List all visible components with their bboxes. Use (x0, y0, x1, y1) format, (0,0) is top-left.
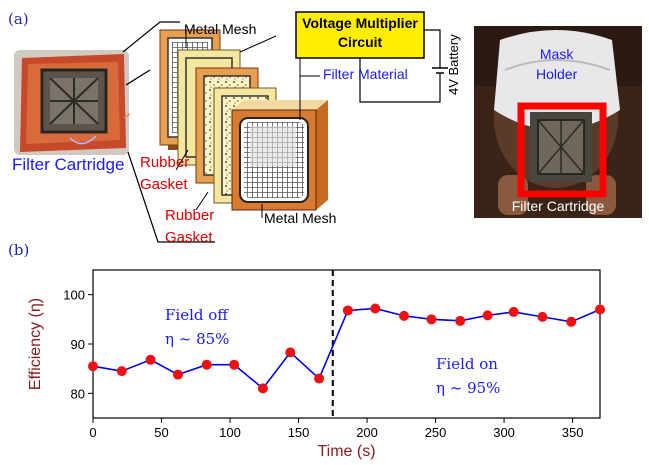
annotation-field-off-line-1: Field off (165, 306, 228, 324)
efficiency-point (399, 310, 410, 321)
voltage-line-1: Voltage Multiplier (302, 15, 418, 31)
mask-holder-line-2: Holder (536, 66, 578, 82)
voltage-multiplier-label: Voltage Multiplier Circuit (296, 14, 424, 52)
y-tick-label: 100 (63, 288, 85, 303)
efficiency-point (145, 354, 156, 365)
efficiency-point (537, 311, 548, 322)
efficiency-point (595, 304, 605, 315)
battery-icon (359, 29, 448, 103)
efficiency-point (201, 359, 212, 370)
y-tick-label: 80 (71, 386, 85, 401)
efficiency-chart: 0 50 100 150 200 250 300 350 80 90 100 Time (s) Effi… (27, 269, 605, 460)
efficiency-point (426, 314, 437, 325)
mask-photo (474, 26, 642, 218)
metal-mesh-top-label: Metal Mesh (184, 21, 257, 37)
battery-label: 4V Battery (446, 34, 461, 95)
mask-holder-label: Mask Holder (536, 44, 577, 84)
efficiency-point (229, 359, 240, 370)
x-tick-label: 150 (288, 425, 310, 440)
panel-b-label: (b) (8, 241, 30, 259)
annotation-field-on-line-1: Field on (436, 355, 498, 373)
rubber-gasket-2-line-1: Rubber (165, 207, 215, 224)
annotation-field-on-line-2: η ~ 95% (436, 379, 501, 397)
annotation-field-off: Field off η ~ 85% (165, 303, 229, 351)
rubber-gasket-1-line-1: Rubber (140, 154, 190, 171)
efficiency-point (116, 366, 127, 377)
panel-a-label: (a) (8, 10, 29, 28)
photo-filter-cartridge-label: Filter Cartridge (511, 198, 605, 214)
rubber-gasket-2-label: Rubber Gasket (165, 205, 214, 249)
mask-holder-line-1: Mask (539, 46, 574, 62)
x-tick-label: 100 (219, 425, 241, 440)
rubber-gasket-1-label: Rubber Gasket (140, 152, 189, 196)
efficiency-point (257, 383, 268, 394)
x-tick-label: 0 (89, 425, 96, 440)
voltage-line-2: Circuit (337, 34, 383, 50)
x-tick-label: 350 (562, 425, 584, 440)
filter-material-label: Filter Material (323, 66, 408, 82)
y-tick-label: 90 (71, 337, 85, 352)
panel-a-diagram (14, 11, 642, 243)
efficiency-point (566, 316, 577, 327)
x-tick-label: 250 (425, 425, 447, 440)
x-tick-label: 300 (493, 425, 515, 440)
x-tick-label: 50 (154, 425, 168, 440)
efficiency-point (172, 369, 183, 380)
efficiency-point (285, 347, 296, 358)
x-axis-label: Time (s) (317, 443, 375, 460)
rubber-gasket-2-line-2: Gasket (165, 229, 213, 246)
filter-cartridge-label: Filter Cartridge (12, 155, 125, 174)
annotation-field-off-line-2: η ~ 85% (165, 330, 230, 348)
annotation-field-on: Field on η ~ 95% (436, 352, 500, 400)
x-tick-label: 200 (356, 425, 378, 440)
efficiency-point (482, 310, 493, 321)
efficiency-point (342, 305, 353, 316)
rubber-gasket-1-line-2: Gasket (140, 176, 188, 193)
metal-mesh-bottom-label: Metal Mesh (264, 210, 337, 226)
voltage-multiplier-box (295, 11, 425, 59)
efficiency-point (88, 361, 98, 372)
filter-cartridge-photo (14, 50, 131, 155)
layer-metal-mesh-front (231, 100, 328, 211)
y-axis-label: Efficiency (η) (27, 298, 44, 390)
efficiency-point (508, 306, 519, 317)
efficiency-point (455, 315, 466, 326)
efficiency-point (314, 373, 325, 384)
efficiency-point (370, 303, 381, 314)
